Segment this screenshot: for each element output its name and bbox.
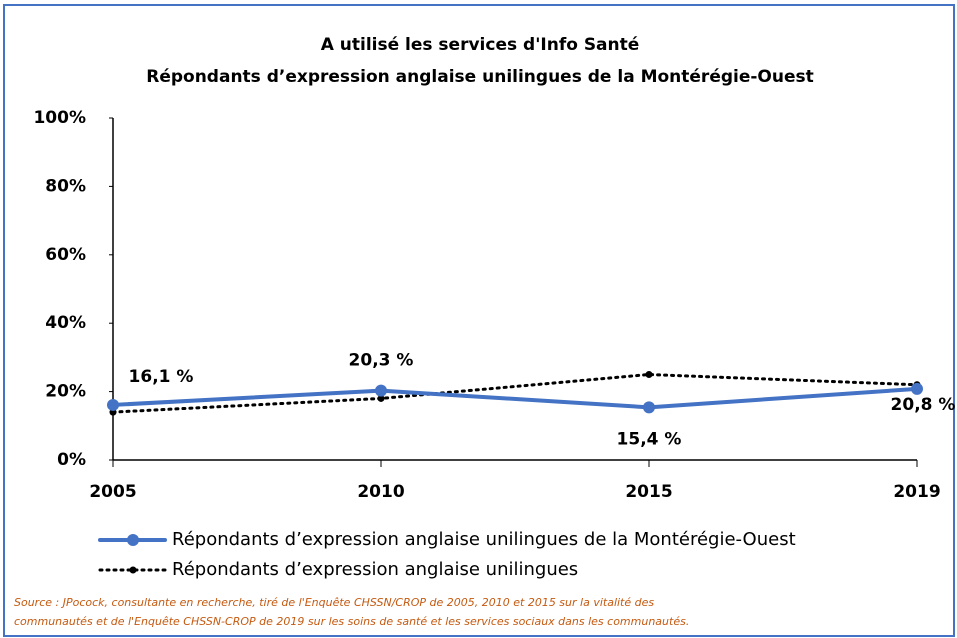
data-label: 20,3 %: [349, 351, 414, 371]
data-point: [643, 401, 655, 414]
chart-title: A utilisé les services d'Info Santé: [321, 35, 640, 55]
y-tick-label: 0%: [57, 450, 86, 470]
frame: [3, 4, 955, 637]
x-tick-label: 2005: [89, 482, 136, 502]
data-label: 15,4 %: [617, 429, 682, 449]
source-note: communautés et de l'Enquête CHSSN-CROP d…: [14, 615, 689, 628]
legend-marker: [129, 566, 137, 574]
y-tick-label: 60%: [45, 245, 86, 265]
y-tick-label: 80%: [45, 176, 86, 196]
legend-marker: [127, 534, 139, 546]
chart-subtitle: Répondants d’expression anglaise uniling…: [146, 67, 814, 87]
y-tick-label: 100%: [33, 108, 86, 128]
x-tick-label: 2010: [357, 482, 404, 502]
data-point: [645, 371, 653, 378]
data-label: 20,8 %: [891, 395, 956, 415]
x-tick-label: 2019: [893, 482, 940, 502]
data-point: [377, 394, 385, 402]
legend-label: Répondants d’expression anglaise uniling…: [172, 559, 578, 580]
data-point: [375, 384, 387, 397]
y-tick-label: 20%: [45, 382, 86, 402]
x-tick-label: 2015: [625, 482, 672, 502]
data-point: [911, 382, 923, 395]
legend-label: Répondants d’expression anglaise uniling…: [172, 529, 796, 550]
data-point: [107, 398, 119, 411]
source-note: Source : JPocock, consultante en recherc…: [14, 596, 654, 609]
series-line: [111, 372, 919, 414]
data-label: 16,1 %: [129, 367, 194, 387]
y-tick-label: 40%: [45, 313, 86, 333]
series-line: [111, 386, 919, 410]
